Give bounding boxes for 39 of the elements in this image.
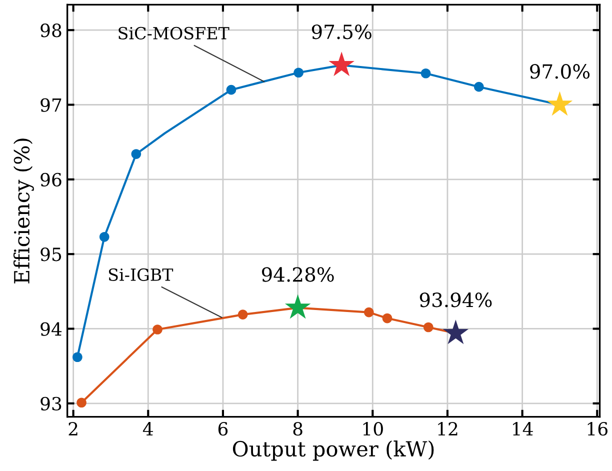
point	[99, 232, 110, 242]
y-tick-label: 93	[40, 396, 62, 411]
x-tick-label: 2	[68, 422, 78, 436]
y-tick-label: 98	[40, 24, 62, 38]
data-label: 97.0%	[530, 64, 590, 79]
y-axis-title: Efficiency (%)	[13, 138, 34, 284]
data-label: 97.5%	[312, 24, 372, 40]
y-tick-label: 95	[40, 248, 62, 262]
y-tick-label: 96	[40, 172, 62, 187]
x-tick-label: 10	[363, 422, 383, 436]
point	[152, 324, 162, 334]
point	[328, 52, 354, 76]
point	[442, 320, 469, 344]
y-tick-label: 97	[40, 98, 62, 112]
x-tick-label: 16	[588, 422, 608, 436]
y-tick-label: 94	[40, 322, 62, 336]
x-tick-label: 4	[142, 422, 153, 436]
x-tick-label: 12	[438, 422, 458, 436]
x-tick-label: 14	[513, 422, 533, 436]
point	[76, 398, 86, 408]
point	[546, 91, 573, 116]
point	[294, 68, 304, 78]
annotation: Si-IGBT	[109, 268, 174, 281]
annotation: SiC-MOSFET	[118, 26, 230, 40]
x-tick-label: 8	[293, 422, 302, 436]
x-tick-label: 6	[218, 422, 228, 436]
point	[364, 307, 374, 318]
point	[72, 352, 82, 362]
data-label: 93.94%	[420, 292, 492, 308]
point	[284, 294, 311, 319]
point	[131, 149, 142, 159]
x-axis-title: Output power (kW)	[232, 440, 434, 461]
point	[474, 82, 484, 92]
point	[238, 310, 248, 320]
point	[423, 322, 434, 332]
point	[226, 84, 236, 95]
point	[420, 68, 431, 78]
data-label: 94.28%	[262, 267, 334, 282]
point	[382, 313, 392, 324]
